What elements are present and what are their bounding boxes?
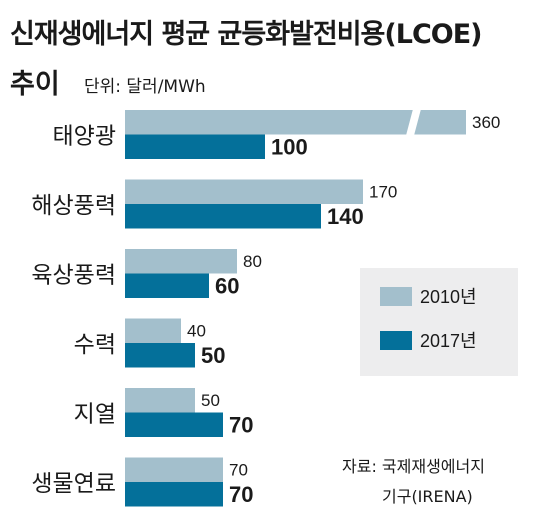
bar (125, 273, 209, 298)
data-label: 70 (229, 413, 253, 438)
legend-swatch-2017 (380, 330, 412, 350)
bar (125, 134, 265, 159)
data-label: 60 (215, 274, 239, 299)
bar (125, 457, 223, 482)
legend-item-2017: 2017년 (380, 329, 477, 351)
axis-break-mark (406, 109, 421, 136)
category-label: 수력 (74, 332, 116, 358)
legend-label-2017: 2017년 (420, 331, 477, 351)
data-label: 170 (369, 183, 397, 202)
data-label: 70 (229, 482, 253, 507)
chart-title-line2: 추이 (10, 69, 60, 100)
source-line-1: 자료: 국제재생에너지 (342, 457, 485, 476)
bar (125, 179, 363, 204)
data-label: 50 (201, 391, 220, 410)
data-label: 360 (472, 113, 500, 132)
bar (125, 318, 181, 343)
category-label: 육상풍력 (31, 263, 116, 289)
bar (125, 249, 237, 274)
source-line-2: 기구(IRENA) (382, 487, 473, 506)
category-label: 태양광 (53, 124, 116, 150)
bar (125, 482, 223, 507)
bar (125, 204, 321, 229)
bar (125, 343, 195, 368)
data-label: 70 (229, 461, 248, 480)
legend-label-2010: 2010년 (420, 287, 477, 307)
legend: 2010년 2017년 (360, 268, 518, 376)
bar (125, 388, 195, 413)
data-label: 50 (201, 343, 225, 368)
source-note: 자료: 국제재생에너지 기구(IRENA) (342, 452, 485, 512)
category-label: 지열 (74, 402, 116, 428)
data-label: 100 (271, 135, 308, 160)
data-label: 140 (327, 204, 364, 229)
legend-item-2010: 2010년 (380, 285, 477, 307)
data-label: 40 (187, 322, 206, 341)
category-label: 해상풍력 (31, 193, 116, 219)
bar (125, 412, 223, 437)
category-label: 생물연료 (31, 471, 116, 497)
unit-label: 단위: 달러/MWh (84, 77, 206, 97)
legend-swatch-2010 (380, 286, 412, 306)
data-label: 80 (243, 252, 262, 271)
chart-title: 신재생에너지 평균 균등화발전비용(LCOE) (10, 19, 482, 50)
